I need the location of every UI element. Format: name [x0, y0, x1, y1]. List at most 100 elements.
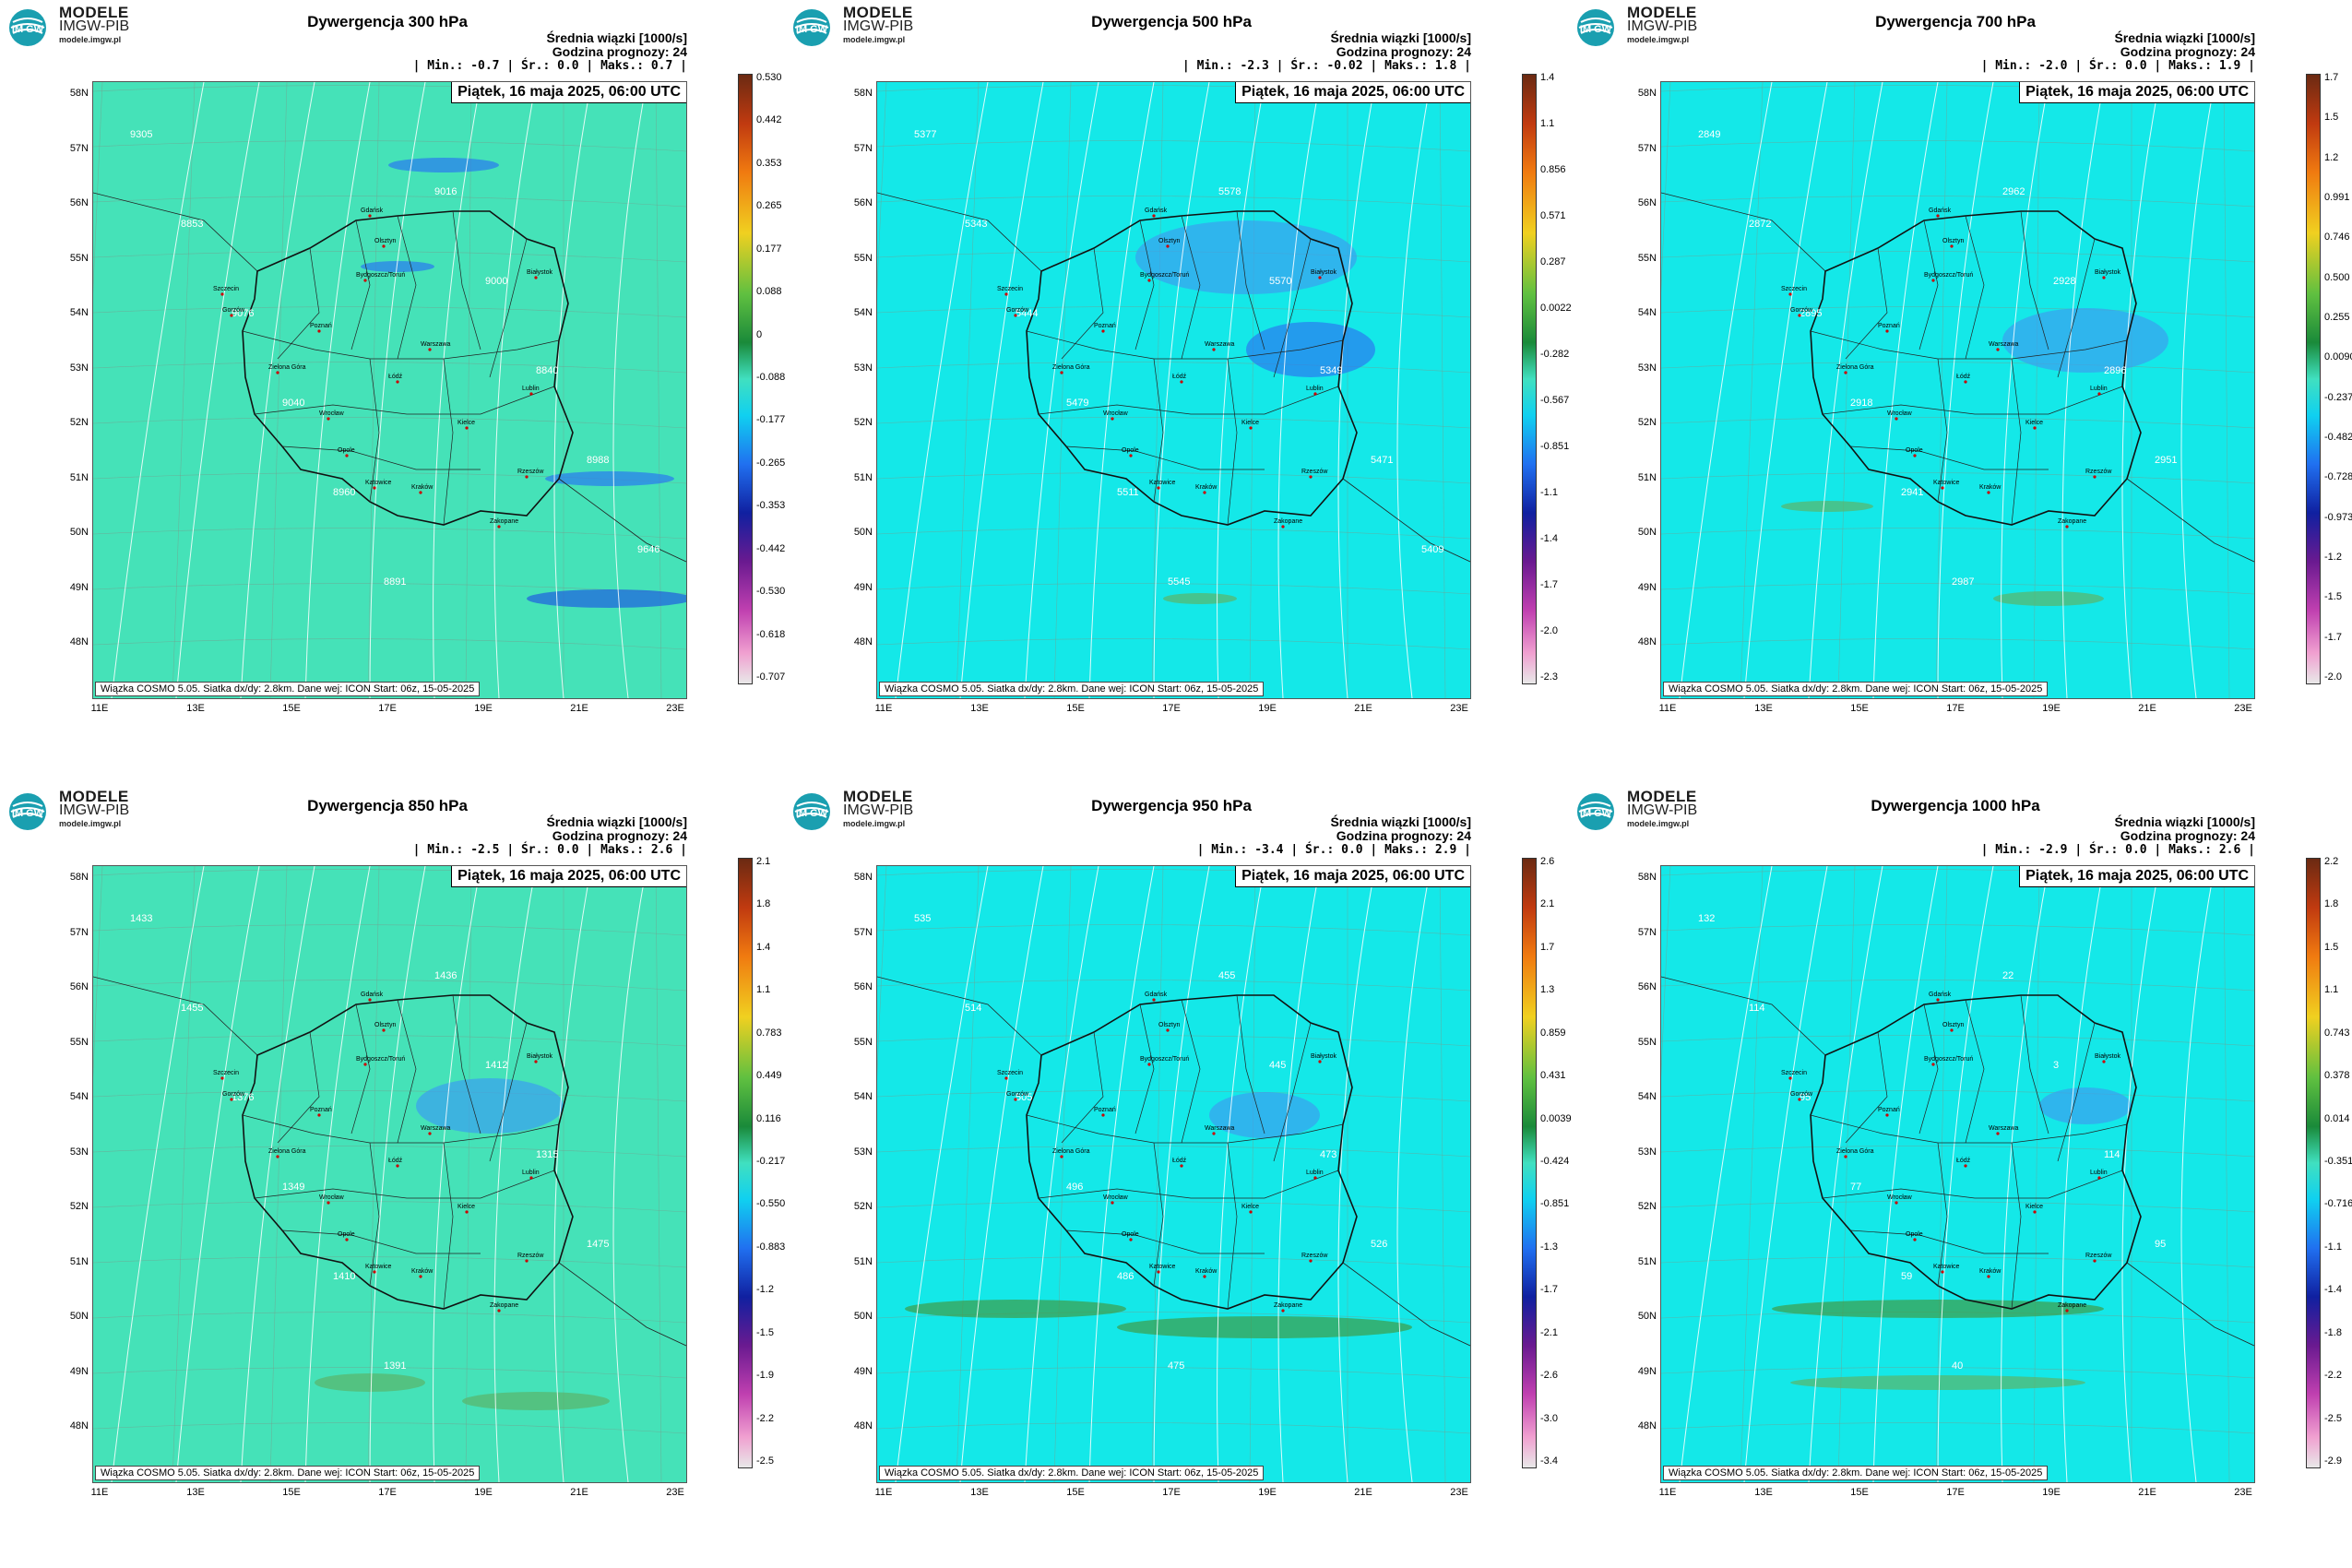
longitude-label: 21E: [2138, 703, 2156, 714]
city-label: Gdańsk: [361, 992, 384, 998]
city-label: Bydgoszcz/Toruń: [356, 1056, 405, 1063]
stats-line: | Min.: -0.7 | Śr.: 0.0 | Maks.: 0.7 |: [412, 59, 687, 73]
city-marker: Szczecin: [213, 286, 239, 296]
city-label: Kraków: [1979, 1268, 2002, 1275]
city-marker: Zielona Góra: [1052, 364, 1090, 374]
city-marker: Zielona Góra: [268, 1148, 306, 1158]
city-label: Białystok: [527, 269, 553, 276]
contour-label: 1433: [130, 913, 152, 924]
city-label: Kraków: [1979, 484, 2002, 491]
city-label: Olsztyn: [1158, 1022, 1180, 1028]
forecast-hour-label: Godzina prognozy: 24: [2120, 44, 2255, 59]
city-label: Gorzów: [1006, 307, 1029, 314]
city-label: Katowice: [365, 1264, 392, 1270]
city-label: Olsztyn: [1942, 1022, 1964, 1028]
colorbar-tick-label: 0.265: [756, 200, 782, 212]
contour-label: 8840: [536, 365, 558, 376]
forecast-hour-label: Godzina prognozy: 24: [2120, 828, 2255, 843]
latitude-label: 52N: [69, 1201, 89, 1212]
city-marker: Poznań: [1094, 323, 1116, 333]
forecast-hour-label: Godzina prognozy: 24: [552, 828, 687, 843]
svg-text:IM GW: IM GW: [12, 808, 44, 819]
city-marker: Warszawa: [421, 341, 451, 351]
longitude-label: 17E: [1162, 1487, 1181, 1498]
colorbar-tick-label: 0.088: [756, 286, 782, 298]
city-label: Kielce: [2025, 420, 2043, 426]
contour-label: 473: [1320, 1149, 1336, 1160]
city-marker: Olsztyn: [1158, 238, 1180, 248]
city-label: Białystok: [2095, 1053, 2121, 1060]
city-marker: Opole: [338, 447, 355, 457]
city-label: Lublin: [522, 386, 540, 392]
city-marker: Rzeszów: [1301, 469, 1328, 479]
colorbar-tick-label: 1.8: [2324, 898, 2339, 910]
latitude-label: 58N: [853, 872, 873, 883]
city-label: Bydgoszcz/Toruń: [1140, 1056, 1189, 1063]
city-marker: Kielce: [457, 420, 475, 430]
latitude-label: 56N: [69, 981, 89, 992]
contour-label: 9076: [232, 308, 254, 319]
stats-line: | Min.: -2.9 | Śr.: 0.0 | Maks.: 2.6 |: [1980, 843, 2255, 857]
city-label: Poznań: [1094, 1107, 1116, 1113]
latitude-label: 50N: [853, 1311, 873, 1322]
divergence-map: 132 114 95 77 59 40 22 3 114 95 Gdańsk Olsztyn Szcze…: [1660, 865, 2255, 1483]
city-marker: Łódź: [1956, 1158, 1971, 1168]
model-footer: Wiązka COSMO 5.05. Siatka dx/dy: 2.8km. …: [879, 682, 1265, 696]
city-label: Kielce: [457, 420, 475, 426]
colorbar-tick-label: 0.0022: [1540, 303, 1572, 314]
colorbar-tick-label: 0.0090: [2324, 351, 2352, 363]
colorbar-tick-label: -0.728: [2324, 471, 2352, 483]
contour-label: 1436: [434, 970, 457, 981]
contour-label: 535: [914, 913, 931, 924]
city-marker: Zakopane: [2058, 518, 2086, 529]
city-label: Lublin: [1306, 1170, 1324, 1176]
colorbar-tick-label: -0.618: [756, 628, 786, 640]
city-marker: Wrocław: [319, 410, 345, 421]
city-label: Szczecin: [1781, 286, 1807, 292]
panel-info: Średnia wiązki [1000/s] Godzina prognozy:…: [1182, 31, 1471, 74]
colorbar-tick-label: -1.1: [2324, 1241, 2342, 1253]
city-marker: Zakopane: [490, 1302, 518, 1313]
contour-label: 9016: [434, 186, 457, 197]
city-label: Gdańsk: [1929, 992, 1952, 998]
city-label: Rzeszów: [517, 469, 544, 475]
contour-label: 132: [1698, 913, 1715, 924]
colorbar-tick-label: -1.2: [756, 1284, 774, 1296]
contour-label: 2872: [1749, 219, 1771, 230]
stats-line: | Min.: -3.4 | Śr.: 0.0 | Maks.: 2.9 |: [1196, 843, 1471, 857]
city-marker: Gdańsk: [1929, 992, 1952, 1002]
city-label: Bydgoszcz/Toruń: [1924, 272, 1973, 279]
latitude-label: 54N: [69, 307, 89, 318]
colorbar-tick-label: -0.851: [1540, 1198, 1570, 1210]
longitude-label: 13E: [186, 703, 205, 714]
forecast-hour-label: Godzina prognozy: 24: [1336, 828, 1471, 843]
city-marker: Kraków: [1195, 484, 1218, 494]
city-label: Wrocław: [1887, 1194, 1913, 1201]
city-label: Lublin: [2090, 386, 2108, 392]
panel-title: Dywergencja 500 hPa: [1091, 13, 1252, 30]
latitude-label: 57N: [853, 142, 873, 154]
valid-date-label: Piątek, 16 maja 2025, 06:00 UTC: [1235, 866, 1470, 887]
contour-label: 2987: [1952, 576, 1974, 588]
city-marker: Bydgoszcz/Toruń: [1924, 1056, 1973, 1066]
contour-label: 2928: [2053, 276, 2075, 287]
city-marker: Wrocław: [319, 1194, 345, 1205]
city-label: Zielona Góra: [268, 364, 306, 371]
contour-label: 5570: [1269, 276, 1291, 287]
colorbar-tick-label: -1.4: [2324, 1284, 2342, 1296]
panel-info: Średnia wiązki [1000/s] Godzina prognozy:…: [413, 815, 687, 858]
colorbar-tick-label: 1.4: [1540, 72, 1555, 83]
divergence-panel: IM GW MODELE IMGW-PIB modele.imgw.pl Dywerge…: [784, 784, 1572, 1568]
latitude-label: 57N: [69, 142, 89, 154]
colorbar-tick-label: -2.5: [2324, 1412, 2342, 1424]
divergence-map: 535 514 505 496 486 475 455 445 473 526 Gdańsk Olsz…: [876, 865, 1471, 1483]
latitude-label: 57N: [1637, 142, 1657, 154]
longitude-label: 21E: [570, 1487, 588, 1498]
latitude-label: 53N: [69, 1146, 89, 1158]
colorbar-tick-label: -2.2: [756, 1412, 774, 1424]
latitude-label: 49N: [1637, 1365, 1657, 1377]
city-label: Opole: [1122, 1231, 1139, 1238]
latitude-label: 50N: [1637, 527, 1657, 538]
city-marker: Łódź: [388, 1158, 403, 1168]
city-label: Olsztyn: [1942, 238, 1964, 244]
